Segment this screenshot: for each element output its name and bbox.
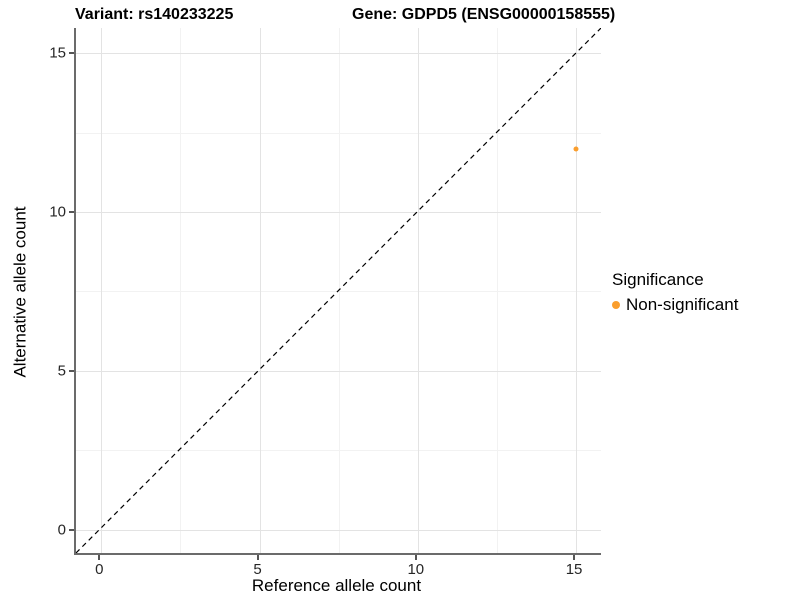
- x-tick-mark: [256, 555, 259, 560]
- minor-gridline-y: [76, 450, 601, 452]
- major-gridline-y: [76, 53, 601, 55]
- identity-line: [76, 28, 601, 553]
- major-gridline-y: [76, 212, 601, 213]
- legend-item: Non-significant: [612, 295, 738, 315]
- y-tick-label: 15: [49, 44, 66, 62]
- major-gridline-x: [101, 28, 103, 553]
- x-tick-label: 5: [253, 561, 262, 578]
- major-gridline-x: [576, 28, 578, 553]
- y-tick-label: 0: [57, 521, 66, 538]
- y-tick-label: 5: [57, 362, 66, 380]
- x-tick-label: 15: [565, 561, 583, 578]
- y-axis-title: Alternative allele count: [10, 206, 30, 378]
- y-tick-mark: [69, 369, 74, 372]
- major-gridline-y: [76, 370, 601, 372]
- y-tick-mark: [69, 528, 74, 531]
- major-gridline-x: [259, 28, 261, 553]
- x-axis-title: Reference allele count: [251, 576, 422, 595]
- minor-gridline-x: [180, 28, 182, 553]
- minor-gridline-y: [76, 291, 601, 293]
- minor-gridline-x: [496, 28, 498, 553]
- x-tick-label: 0: [95, 561, 104, 578]
- plot-title-variant: Variant: rs140233225: [75, 6, 234, 23]
- y-tick-mark: [69, 52, 74, 55]
- plot-title-gene: Gene: GDPD5 (ENSG00000158555): [352, 6, 616, 23]
- legend-point-icon: [612, 301, 620, 309]
- x-tick-mark: [573, 555, 576, 560]
- data-point: [573, 146, 579, 151]
- legend-title: Significance: [612, 270, 704, 289]
- major-gridline-y: [76, 529, 601, 531]
- x-tick-label: 10: [407, 561, 425, 578]
- legend: Significance Non-significant: [612, 270, 738, 315]
- legend-item-label: Non-significant: [626, 295, 739, 314]
- plot-panel: [74, 28, 601, 555]
- minor-gridline-y: [76, 132, 601, 134]
- y-tick-label: 10: [49, 203, 66, 221]
- x-tick-mark: [98, 555, 101, 560]
- y-tick-mark: [69, 211, 74, 213]
- x-tick-mark: [414, 555, 417, 560]
- major-gridline-x: [417, 28, 419, 553]
